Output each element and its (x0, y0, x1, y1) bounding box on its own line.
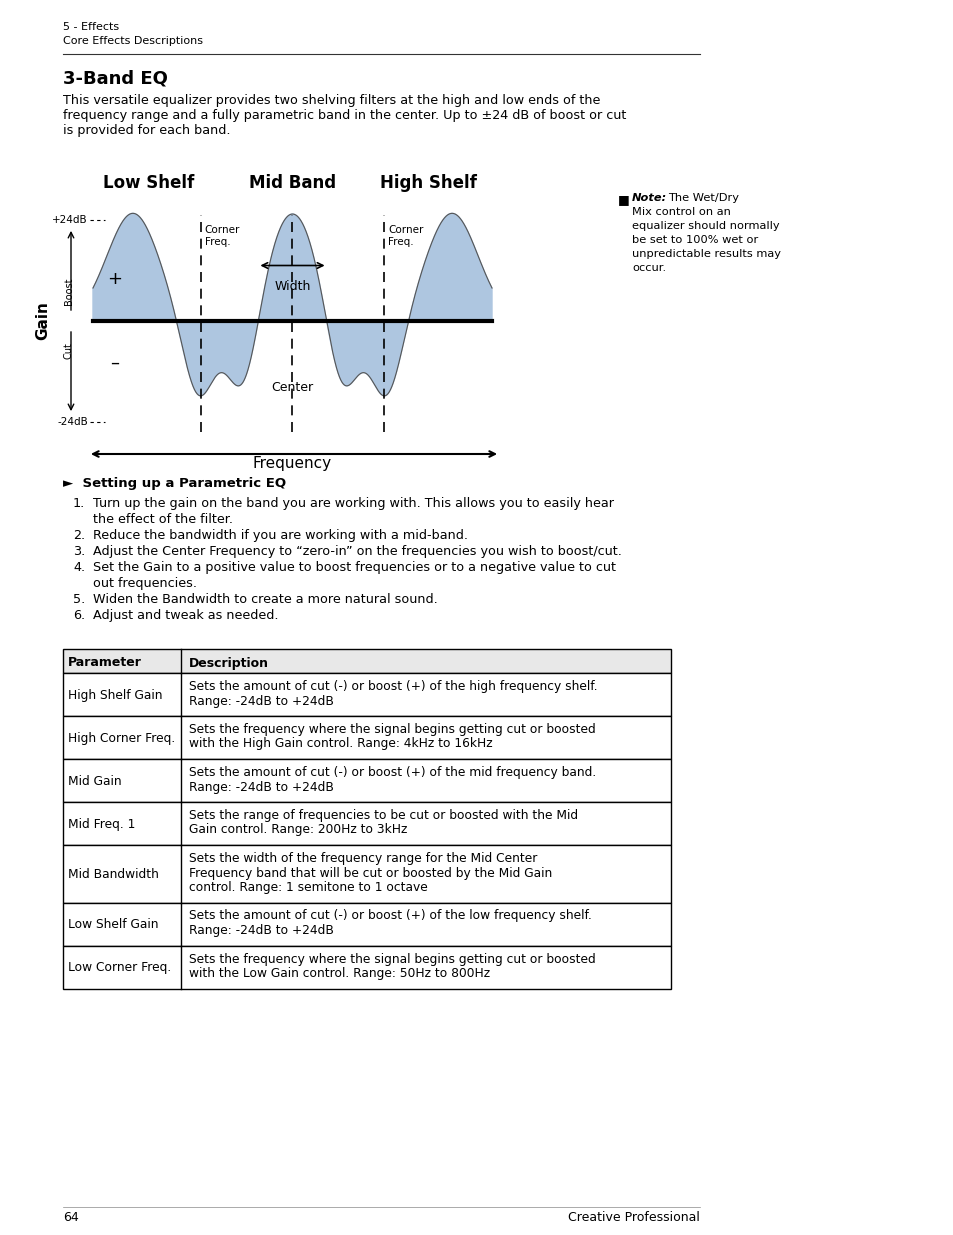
Text: with the Low Gain control. Range: 50Hz to 800Hz: with the Low Gain control. Range: 50Hz t… (189, 967, 490, 981)
Text: be set to 100% wet or: be set to 100% wet or (631, 235, 758, 245)
Text: This versatile equalizer provides two shelving filters at the high and low ends : This versatile equalizer provides two sh… (63, 94, 599, 107)
Text: Widen the Bandwidth to create a more natural sound.: Widen the Bandwidth to create a more nat… (92, 593, 437, 606)
Bar (63, 946, 670, 988)
Bar (63, 716, 670, 760)
Text: -24dB: -24dB (57, 417, 88, 427)
Text: High Shelf: High Shelf (379, 174, 476, 191)
Text: Boost: Boost (64, 277, 74, 305)
Text: Corner
Freq.: Corner Freq. (388, 225, 423, 247)
Text: Adjust the Center Frequency to “zero-in” on the frequencies you wish to boost/cu: Adjust the Center Frequency to “zero-in”… (92, 545, 621, 558)
Text: Sets the amount of cut (-) or boost (+) of the low frequency shelf.: Sets the amount of cut (-) or boost (+) … (189, 909, 591, 923)
Text: Core Effects Descriptions: Core Effects Descriptions (63, 36, 203, 46)
Text: Reduce the bandwidth if you are working with a mid-band.: Reduce the bandwidth if you are working … (92, 529, 468, 542)
Text: Mid Gain: Mid Gain (68, 776, 121, 788)
Text: ►  Setting up a Parametric EQ: ► Setting up a Parametric EQ (63, 477, 286, 490)
Bar (63, 673, 670, 716)
Text: Range: -24dB to +24dB: Range: -24dB to +24dB (189, 924, 334, 937)
Text: Sets the frequency where the signal begins getting cut or boosted: Sets the frequency where the signal begi… (189, 722, 595, 736)
Bar (63, 845, 670, 903)
Text: Mid Band: Mid Band (249, 174, 335, 191)
Text: control. Range: 1 semitone to 1 octave: control. Range: 1 semitone to 1 octave (189, 881, 427, 894)
Text: 2.: 2. (73, 529, 85, 542)
Text: 6.: 6. (73, 609, 85, 622)
Text: Gain: Gain (35, 301, 51, 341)
Text: 3.: 3. (73, 545, 85, 558)
Text: out frequencies.: out frequencies. (92, 577, 196, 590)
Text: Mid Bandwidth: Mid Bandwidth (68, 868, 159, 882)
Text: Adjust and tweak as needed.: Adjust and tweak as needed. (92, 609, 278, 622)
Text: The Wet/Dry: The Wet/Dry (667, 193, 739, 203)
Text: Mix control on an: Mix control on an (631, 207, 730, 217)
Polygon shape (92, 214, 492, 396)
Text: Sets the amount of cut (-) or boost (+) of the high frequency shelf.: Sets the amount of cut (-) or boost (+) … (189, 680, 597, 693)
Text: High Shelf Gain: High Shelf Gain (68, 689, 162, 701)
Text: 4.: 4. (73, 561, 85, 574)
Text: Sets the amount of cut (-) or boost (+) of the mid frequency band.: Sets the amount of cut (-) or boost (+) … (189, 766, 596, 779)
Text: Sets the frequency where the signal begins getting cut or boosted: Sets the frequency where the signal begi… (189, 952, 595, 966)
Text: Corner
Freq.: Corner Freq. (205, 225, 240, 247)
Text: Turn up the gain on the band you are working with. This allows you to easily hea: Turn up the gain on the band you are wor… (92, 496, 614, 510)
Text: High Corner Freq.: High Corner Freq. (68, 732, 175, 745)
Text: Low Corner Freq.: Low Corner Freq. (68, 962, 172, 974)
Text: 1.: 1. (73, 496, 85, 510)
Text: Low Shelf Gain: Low Shelf Gain (68, 919, 158, 931)
Text: ■: ■ (618, 193, 629, 206)
Text: Sets the range of frequencies to be cut or boosted with the Mid: Sets the range of frequencies to be cut … (189, 809, 578, 823)
Text: frequency range and a fully parametric band in the center. Up to ±24 dB of boost: frequency range and a fully parametric b… (63, 109, 626, 122)
Text: Gain control. Range: 200Hz to 3kHz: Gain control. Range: 200Hz to 3kHz (189, 824, 407, 836)
Text: with the High Gain control. Range: 4kHz to 16kHz: with the High Gain control. Range: 4kHz … (189, 737, 492, 751)
Bar (63, 903, 670, 946)
Text: occur.: occur. (631, 263, 665, 273)
Text: Parameter: Parameter (68, 657, 142, 669)
Text: is provided for each band.: is provided for each band. (63, 124, 231, 137)
Text: Mid Freq. 1: Mid Freq. 1 (68, 818, 135, 831)
Text: 64: 64 (63, 1212, 79, 1224)
Text: +24dB: +24dB (52, 215, 88, 225)
Bar (63, 650, 670, 673)
Text: Range: -24dB to +24dB: Range: -24dB to +24dB (189, 694, 334, 708)
Text: Center: Center (272, 382, 314, 394)
Text: Range: -24dB to +24dB: Range: -24dB to +24dB (189, 781, 334, 794)
Text: the effect of the filter.: the effect of the filter. (92, 513, 233, 526)
Text: Note:: Note: (631, 193, 666, 203)
Bar (63, 802, 670, 845)
Text: Description: Description (189, 657, 269, 669)
Text: Creative Professional: Creative Professional (568, 1212, 700, 1224)
Text: 3-Band EQ: 3-Band EQ (63, 70, 168, 88)
Text: Frequency band that will be cut or boosted by the Mid Gain: Frequency band that will be cut or boost… (189, 867, 552, 879)
Text: Set the Gain to a positive value to boost frequencies or to a negative value to : Set the Gain to a positive value to boos… (92, 561, 616, 574)
Text: unpredictable results may: unpredictable results may (631, 249, 781, 259)
Bar (63, 760, 670, 802)
Text: Frequency: Frequency (253, 456, 332, 471)
Text: Width: Width (274, 279, 311, 293)
Text: 5.: 5. (73, 593, 85, 606)
Text: +: + (108, 270, 122, 288)
Text: 5 - Effects: 5 - Effects (63, 22, 119, 32)
Text: –: – (111, 354, 119, 372)
Text: Cut: Cut (64, 342, 74, 359)
Text: Low Shelf: Low Shelf (103, 174, 194, 191)
Text: equalizer should normally: equalizer should normally (631, 221, 779, 231)
Text: Sets the width of the frequency range for the Mid Center: Sets the width of the frequency range fo… (189, 852, 537, 864)
